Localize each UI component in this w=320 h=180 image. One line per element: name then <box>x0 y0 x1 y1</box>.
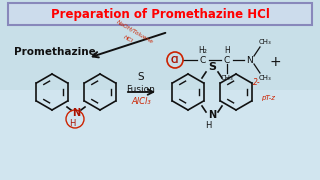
Bar <box>8 3 312 25</box>
Text: NaOH/Toluene: NaOH/Toluene <box>116 19 154 45</box>
Text: N: N <box>208 110 216 120</box>
Text: CH₃: CH₃ <box>259 39 271 45</box>
Text: CH₃: CH₃ <box>220 75 233 81</box>
Text: H: H <box>69 118 75 127</box>
Text: H₂: H₂ <box>199 46 207 55</box>
Text: Cl: Cl <box>171 55 179 64</box>
Text: H: H <box>224 46 230 55</box>
Text: +: + <box>269 55 281 69</box>
Text: AlCl₃: AlCl₃ <box>131 96 151 105</box>
Text: C: C <box>224 55 230 64</box>
Text: Promethazine: Promethazine <box>14 47 96 57</box>
Text: H: H <box>205 120 211 129</box>
Text: Preparation of Promethazine HCl: Preparation of Promethazine HCl <box>51 8 269 21</box>
Text: N: N <box>72 108 80 118</box>
Text: HCl: HCl <box>122 34 134 44</box>
Text: CH₃: CH₃ <box>259 75 271 81</box>
Text: N: N <box>247 55 253 64</box>
Text: S: S <box>138 72 144 82</box>
Text: 2-: 2- <box>253 78 261 87</box>
Text: S: S <box>208 62 216 72</box>
Text: C: C <box>200 55 206 64</box>
Bar <box>0 90 320 180</box>
Text: Fusion: Fusion <box>127 84 156 93</box>
Text: pT-z: pT-z <box>261 95 275 101</box>
